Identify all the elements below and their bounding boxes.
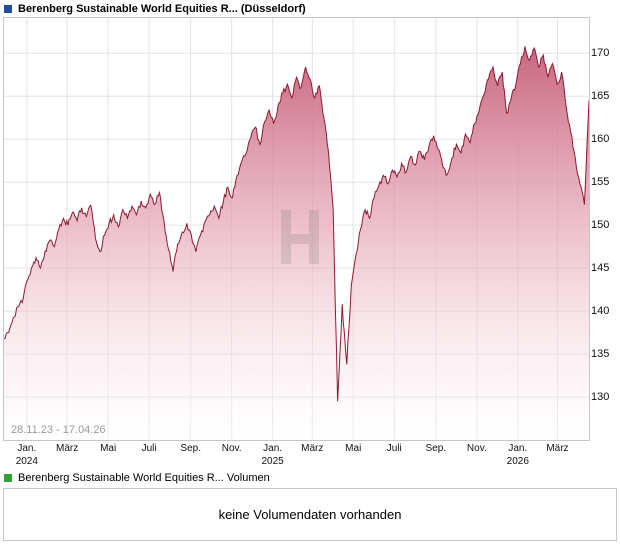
x-axis-label: März — [546, 443, 569, 454]
y-axis-label: 130 — [591, 390, 610, 403]
x-axis-label: Jan. 2025 — [261, 443, 284, 467]
chart-title: Berenberg Sustainable World Equities R..… — [18, 3, 306, 15]
x-axis-label: Jan. 2024 — [15, 443, 38, 467]
x-axis-label: März — [301, 443, 324, 454]
volume-header: Berenberg Sustainable World Equities R..… — [4, 472, 270, 484]
chart-header: Berenberg Sustainable World Equities R..… — [4, 3, 306, 15]
x-axis-label: Juli — [141, 443, 157, 454]
price-chart-canvas — [4, 18, 589, 440]
y-axis-label: 140 — [591, 304, 610, 317]
watermark-icon — [278, 210, 322, 264]
x-axis-label: Sep. — [180, 443, 202, 454]
price-line — [4, 46, 589, 402]
volume-title: Berenberg Sustainable World Equities R..… — [18, 472, 270, 484]
x-axis-label: Nov. — [221, 443, 242, 454]
price-chart-plot-area[interactable]: 28.11.23 - 17.04.26 — [3, 17, 590, 441]
y-axis-label: 135 — [591, 347, 610, 360]
y-axis-label: 155 — [591, 175, 610, 188]
x-axis-label: Mai — [100, 443, 117, 454]
y-axis-label: 160 — [591, 132, 610, 145]
series-marker-icon — [4, 5, 12, 13]
x-axis-label: Sep. — [425, 443, 447, 454]
date-range-label: 28.11.23 - 17.04.26 — [11, 424, 106, 436]
volume-marker-icon — [4, 474, 12, 482]
y-axis-label: 145 — [591, 261, 610, 274]
no-volume-message: keine Volumendaten vorhanden — [218, 507, 402, 522]
x-axis-label: Nov. — [466, 443, 487, 454]
y-axis-label: 170 — [591, 46, 610, 59]
y-axis-label: 165 — [591, 89, 610, 102]
x-axis-label: Juli — [386, 443, 402, 454]
volume-panel: keine Volumendaten vorhanden — [3, 488, 617, 541]
x-axis-label: Mai — [345, 443, 362, 454]
price-area — [4, 46, 589, 440]
y-axis-label: 150 — [591, 218, 610, 231]
x-axis-label: Jan. 2026 — [506, 443, 529, 467]
x-axis-label: März — [55, 443, 79, 454]
